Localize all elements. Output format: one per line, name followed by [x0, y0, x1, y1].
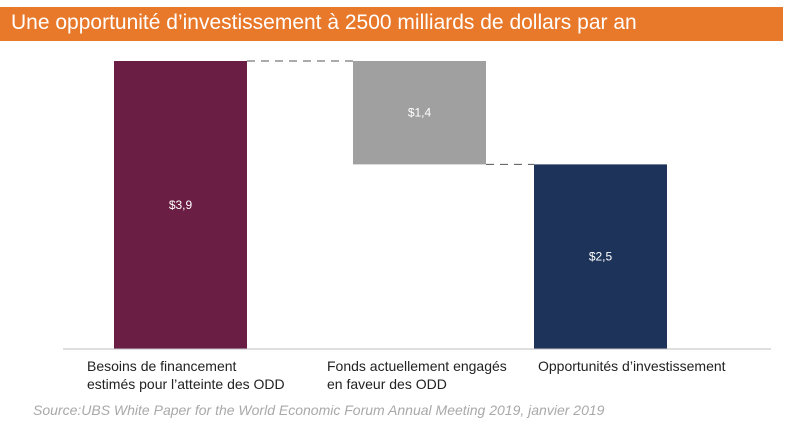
category-label-committed-line-1: Fonds actuellement engagés — [327, 358, 507, 374]
category-label-committed-line-2: en faveur des ODD — [327, 376, 447, 392]
bar-value-label-needs: $3,9 — [169, 198, 193, 212]
bar-committed — [353, 61, 486, 165]
bar-value-label-opportunity: $2,5 — [589, 250, 613, 264]
category-label-needs-line-1: Besoins de financement — [87, 358, 237, 374]
connectors-layer — [247, 60, 534, 165]
source-note: Source:UBS White Paper for the World Eco… — [33, 402, 605, 418]
category-label-opportunity-line-1: Opportunités d’investissement — [538, 358, 726, 374]
labels-layer: $3,9 Besoins de financement estimés pour l… — [87, 106, 726, 392]
bar-value-label-committed: $1,4 — [408, 106, 432, 120]
waterfall-chart: $3,9 Besoins de financement estimés pour l… — [63, 60, 771, 392]
bars-layer — [114, 61, 667, 349]
title-bar: Une opportunité d’investissement à 2500 … — [0, 7, 783, 41]
bar-needs — [114, 61, 247, 349]
chart-title: Une opportunité d’investissement à 2500 … — [11, 11, 637, 34]
bar-opportunity — [534, 164, 667, 349]
category-label-needs-line-2: estimés pour l’atteinte des ODD — [87, 376, 285, 392]
